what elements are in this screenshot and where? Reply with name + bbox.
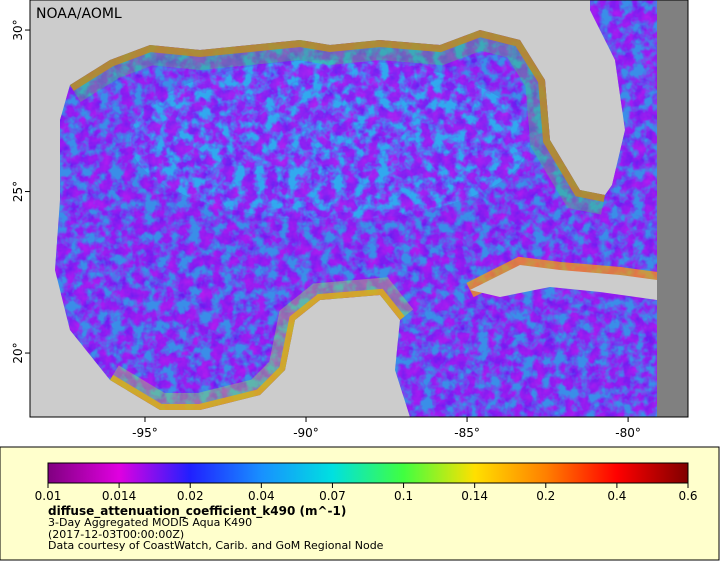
x-tick-label: -85° <box>454 426 480 440</box>
colorbar <box>47 462 689 484</box>
credit: NOAA/AOML <box>36 6 122 22</box>
no-data-strip <box>657 0 688 417</box>
colorbar-tick-label: 0.1 <box>394 489 413 503</box>
y-tick-label: 25° <box>11 181 25 202</box>
colorbar-tick-label: 0.02 <box>177 489 204 503</box>
colorbar-tick-label: 0.07 <box>319 489 346 503</box>
x-tick-label: -90° <box>293 426 319 440</box>
colorbar-tick-label: 0.6 <box>678 489 697 503</box>
axes: -95° -90° -85° -80° 20° 25° 30° <box>11 19 641 440</box>
source: Data courtesy of CoastWatch, Carib. and … <box>48 539 384 552</box>
colorbar-tick-label: 0.014 <box>102 489 136 503</box>
time: (2017-12-03T00:00:00Z) <box>48 528 184 541</box>
colorbar-tick-label: 0.14 <box>461 489 488 503</box>
colorbar-tick-label: 0.2 <box>536 489 555 503</box>
colorbar-tick-label: 0.01 <box>35 489 62 503</box>
map-frame <box>29 0 689 418</box>
colorbar-tick-label: 0.4 <box>607 489 626 503</box>
x-tick-label: -95° <box>132 426 158 440</box>
y-tick-label: 20° <box>11 342 25 363</box>
description: 3-Day Aggregated MODIS Aqua K490 <box>48 516 252 529</box>
colorbar-tick-label: 0.04 <box>248 489 275 503</box>
x-tick-label: -80° <box>615 426 641 440</box>
variable: diffuse_attenuation_coefficient_k490 (m^… <box>48 504 346 519</box>
cuba <box>470 265 657 300</box>
y-tick-label: 30° <box>11 19 25 40</box>
colorbar-ticks: 0.01 0.014 0.02 0.04 0.07 0.1 0.14 0.2 0.4 0.6 <box>35 483 698 503</box>
